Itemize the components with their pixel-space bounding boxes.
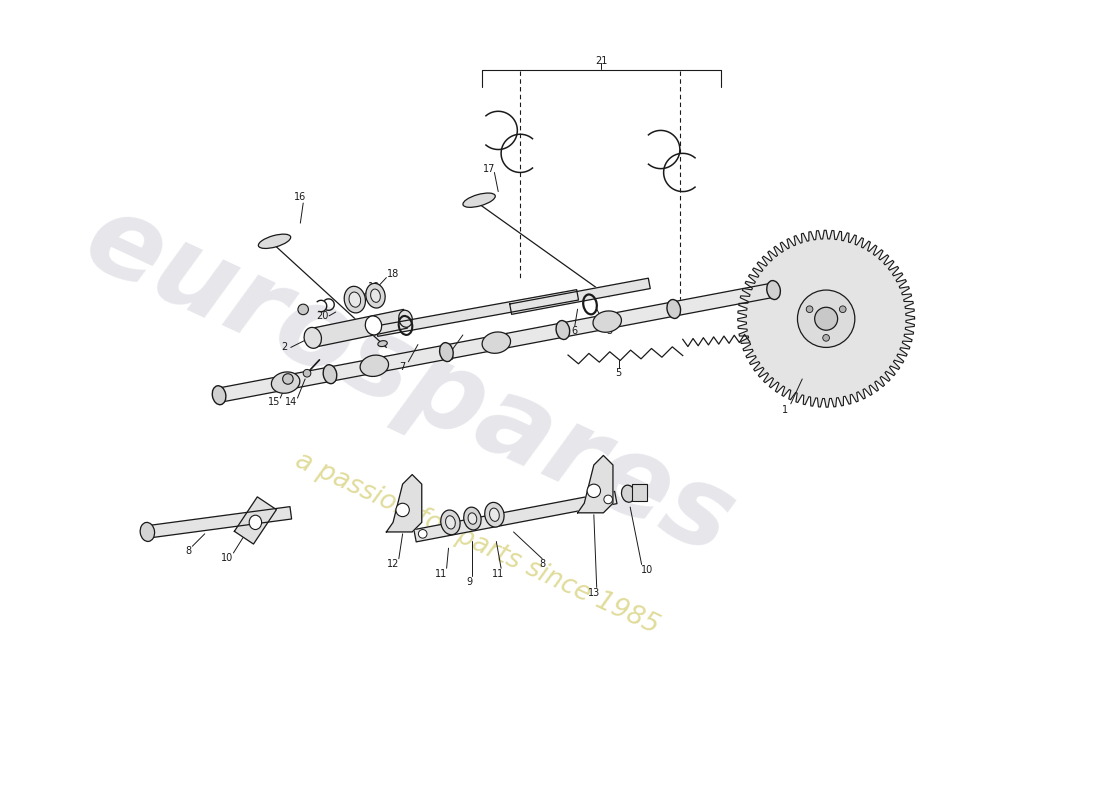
- Ellipse shape: [441, 510, 460, 534]
- Ellipse shape: [482, 332, 510, 354]
- Text: 11: 11: [434, 569, 447, 579]
- Ellipse shape: [446, 516, 455, 529]
- Circle shape: [396, 503, 409, 517]
- Circle shape: [418, 530, 427, 538]
- Ellipse shape: [490, 508, 499, 522]
- Ellipse shape: [556, 321, 570, 339]
- Ellipse shape: [398, 310, 412, 327]
- Text: 5: 5: [616, 368, 622, 378]
- Text: 19: 19: [367, 282, 381, 292]
- Text: 8: 8: [186, 546, 191, 556]
- Ellipse shape: [593, 311, 622, 332]
- Ellipse shape: [250, 515, 262, 530]
- Ellipse shape: [365, 316, 382, 335]
- Polygon shape: [234, 497, 276, 544]
- Circle shape: [604, 495, 613, 504]
- Polygon shape: [509, 278, 650, 314]
- Polygon shape: [414, 491, 617, 542]
- Ellipse shape: [323, 365, 337, 384]
- Text: 14: 14: [285, 397, 297, 407]
- Polygon shape: [311, 310, 407, 347]
- Ellipse shape: [485, 502, 504, 527]
- Ellipse shape: [463, 193, 495, 207]
- Ellipse shape: [377, 341, 387, 346]
- Ellipse shape: [469, 513, 476, 524]
- Text: 15: 15: [268, 397, 280, 407]
- Text: 10: 10: [221, 553, 233, 562]
- Text: 4: 4: [448, 352, 453, 362]
- Polygon shape: [146, 506, 292, 538]
- Ellipse shape: [366, 283, 385, 308]
- Ellipse shape: [212, 386, 226, 405]
- Ellipse shape: [258, 234, 290, 249]
- Ellipse shape: [344, 286, 365, 313]
- Text: 12: 12: [387, 559, 399, 570]
- Text: 13: 13: [587, 588, 600, 598]
- Text: a passion for parts since 1985: a passion for parts since 1985: [292, 447, 663, 639]
- Circle shape: [839, 306, 846, 313]
- Text: 7: 7: [399, 362, 406, 371]
- Text: 10: 10: [641, 565, 653, 575]
- Polygon shape: [578, 455, 613, 513]
- FancyBboxPatch shape: [632, 484, 648, 502]
- Text: 2: 2: [280, 342, 287, 353]
- Circle shape: [798, 290, 855, 347]
- Circle shape: [283, 374, 294, 384]
- Text: 6: 6: [572, 326, 578, 336]
- Text: 17: 17: [483, 164, 495, 174]
- Text: 16: 16: [294, 192, 307, 202]
- Text: 18: 18: [387, 269, 399, 279]
- Ellipse shape: [272, 372, 300, 394]
- Polygon shape: [386, 474, 421, 532]
- Circle shape: [298, 304, 308, 314]
- Text: 1: 1: [782, 405, 788, 414]
- Circle shape: [587, 484, 601, 498]
- Text: 21: 21: [595, 56, 607, 66]
- Text: 8: 8: [539, 559, 546, 570]
- Circle shape: [815, 307, 837, 330]
- Ellipse shape: [621, 485, 635, 502]
- Text: eurospares: eurospares: [69, 184, 751, 578]
- Circle shape: [823, 334, 829, 342]
- Ellipse shape: [464, 507, 481, 530]
- Circle shape: [806, 306, 813, 313]
- Ellipse shape: [304, 327, 321, 348]
- Polygon shape: [218, 283, 774, 402]
- Text: 9: 9: [466, 577, 473, 586]
- Ellipse shape: [349, 292, 361, 307]
- Ellipse shape: [767, 281, 780, 299]
- Ellipse shape: [371, 289, 381, 302]
- Polygon shape: [376, 290, 579, 336]
- Ellipse shape: [440, 342, 453, 362]
- Ellipse shape: [140, 522, 155, 542]
- Text: 3: 3: [606, 326, 613, 336]
- Circle shape: [304, 370, 311, 377]
- Ellipse shape: [667, 299, 681, 318]
- Polygon shape: [738, 230, 914, 407]
- Text: 20: 20: [316, 311, 329, 321]
- Text: 11: 11: [492, 569, 505, 579]
- Ellipse shape: [360, 355, 388, 377]
